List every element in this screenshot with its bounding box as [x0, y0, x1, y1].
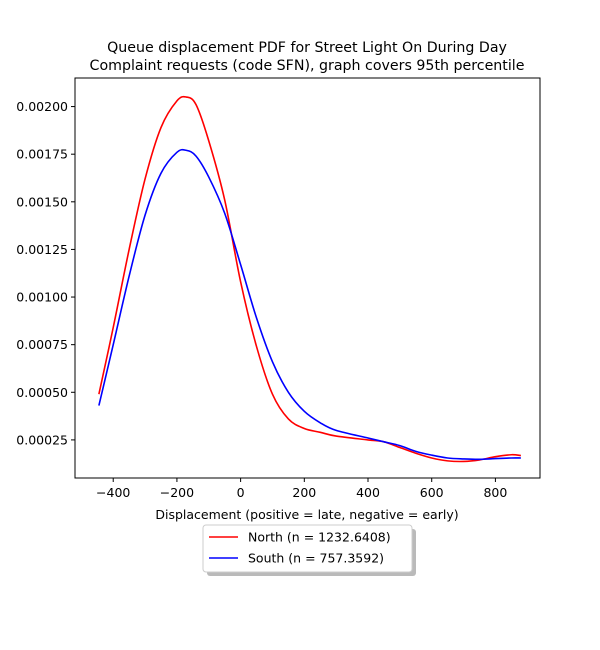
x-tick-label: 800	[483, 485, 507, 500]
legend-box	[202, 524, 413, 573]
y-tick-label: 0.00075	[16, 337, 68, 352]
legend-south-label: South (n = 757.3592)	[248, 551, 384, 566]
series-line-south	[98, 148, 521, 461]
x-tick-label: 0	[237, 485, 245, 500]
y-tick-label: 0.00175	[16, 147, 68, 162]
x-axis: −400 −200 0 200 400 600 800	[96, 478, 507, 500]
x-tick-label: 400	[356, 485, 380, 500]
series-line-north	[98, 95, 521, 463]
y-tick-label: 0.00025	[16, 432, 68, 447]
y-tick-label: 0.00050	[16, 385, 68, 400]
chart-title-line-2: Complaint requests (code SFN), graph cov…	[90, 58, 525, 74]
y-tick-label: 0.00125	[16, 242, 68, 257]
legend: North (n = 1232.6408) South (n = 757.359…	[202, 524, 416, 576]
x-tick-label: 200	[292, 485, 316, 500]
y-tick-label: 0.00150	[16, 194, 68, 209]
chart-title-line-1: Queue displacement PDF for Street Light …	[107, 40, 507, 56]
plot-area	[98, 95, 521, 463]
y-tick-label: 0.00100	[16, 290, 68, 305]
y-axis: 0.00025 0.00050 0.00075 0.00100 0.00125 0.001…	[16, 99, 75, 447]
plot-frame	[74, 77, 541, 479]
y-tick-label: 0.00200	[16, 99, 68, 114]
x-axis-label: Displacement (positive = late, negative …	[155, 507, 458, 522]
legend-north-label: North (n = 1232.6408)	[248, 530, 391, 545]
x-tick-label: −200	[160, 485, 194, 500]
x-tick-label: −400	[96, 485, 130, 500]
x-tick-label: 600	[420, 485, 444, 500]
